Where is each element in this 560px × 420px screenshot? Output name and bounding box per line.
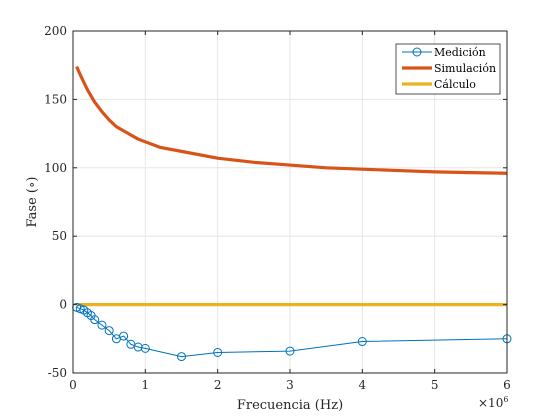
data-point-medicion bbox=[104, 326, 114, 336]
legend-calculo-label: Cálculo bbox=[434, 78, 476, 91]
data-point-medicion bbox=[140, 343, 150, 353]
legend-medicion-label: Medición bbox=[434, 46, 486, 59]
axis-ticks bbox=[72, 30, 508, 374]
y-tick-label: 100 bbox=[44, 161, 67, 175]
y-tick-label: 150 bbox=[44, 92, 67, 106]
data-point-medicion bbox=[213, 347, 223, 357]
y-tick-label: 50 bbox=[52, 229, 67, 243]
x-tick-label: 5 bbox=[431, 378, 439, 392]
data-point-medicion bbox=[177, 352, 186, 362]
legend: Medición Simulación Cálculo bbox=[395, 43, 501, 95]
x-tick-label: 4 bbox=[359, 378, 367, 392]
x-axis-exponent: ×106 bbox=[478, 395, 508, 410]
y-tick-label: -50 bbox=[48, 366, 67, 380]
y-tick-label: 200 bbox=[44, 24, 67, 38]
data-point-medicion bbox=[285, 346, 295, 356]
x-exponent-base: ×10 bbox=[478, 396, 503, 410]
x-tick-label: 6 bbox=[503, 378, 511, 392]
series-line-simulacion bbox=[75, 65, 508, 175]
data-point-medicion bbox=[119, 331, 129, 341]
x-exponent-power: 6 bbox=[503, 395, 508, 404]
data-point-medicion bbox=[133, 342, 143, 352]
x-tick-label: 1 bbox=[142, 378, 150, 392]
x-axis-label: Frecuencia (Hz) bbox=[237, 398, 343, 413]
x-tick-label: 2 bbox=[214, 378, 222, 392]
x-tick-label: 3 bbox=[286, 378, 294, 392]
legend-medicion-marker bbox=[412, 47, 422, 57]
data-point-medicion bbox=[97, 320, 107, 330]
data-point-medicion bbox=[90, 315, 100, 325]
y-axis-label: Fase (∘) bbox=[25, 177, 40, 228]
legend-simulacion-label: Simulación bbox=[434, 62, 496, 75]
y-tick-label: 0 bbox=[59, 298, 67, 312]
x-tick-label: 0 bbox=[69, 378, 77, 392]
data-point-medicion bbox=[357, 337, 367, 347]
